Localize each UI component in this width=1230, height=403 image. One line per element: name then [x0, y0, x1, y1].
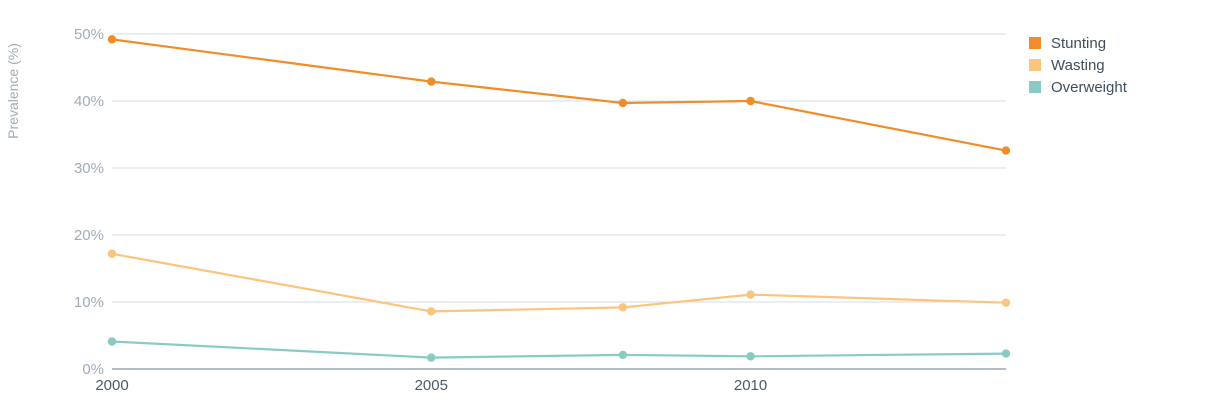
legend-item-wasting[interactable]: Wasting [1029, 57, 1105, 74]
legend-item-overweight[interactable]: Overweight [1029, 79, 1128, 96]
legend-swatch [1029, 37, 1041, 49]
y-tick-label: 0% [82, 361, 104, 378]
y-axis-ticks: 0% 10% 20% 30% 40% 50% [74, 26, 104, 378]
data-point-overweight[interactable] [1001, 349, 1011, 358]
gridlines [112, 33, 1006, 370]
series-overweight [107, 337, 1011, 362]
series-stunting [107, 35, 1011, 155]
data-point-wasting[interactable] [427, 307, 436, 316]
legend: Stunting Wasting Overweight [1029, 35, 1128, 96]
legend-swatch [1029, 81, 1041, 93]
data-point-stunting[interactable] [746, 96, 755, 106]
data-point-wasting[interactable] [746, 290, 755, 299]
y-tick-label: 10% [74, 294, 104, 311]
legend-swatch [1029, 59, 1041, 71]
series-line-wasting [110, 252, 1008, 313]
series-wasting [107, 249, 1011, 316]
data-point-wasting[interactable] [618, 303, 628, 312]
x-tick-label: 2000 [95, 377, 128, 394]
y-tick-label: 50% [74, 26, 104, 43]
data-point-overweight[interactable] [107, 337, 117, 346]
data-point-wasting[interactable] [107, 249, 117, 258]
legend-label: Stunting [1051, 35, 1106, 52]
x-axis-ticks: 2000 2005 2010 [95, 377, 767, 394]
legend-item-stunting[interactable]: Stunting [1029, 35, 1106, 52]
data-point-stunting[interactable] [618, 98, 628, 108]
data-point-stunting[interactable] [427, 77, 436, 86]
x-tick-label: 2005 [415, 377, 448, 394]
data-point-stunting[interactable] [107, 35, 117, 44]
y-tick-label: 30% [74, 160, 104, 177]
legend-label: Overweight [1051, 79, 1128, 96]
data-point-stunting[interactable] [1001, 146, 1011, 155]
y-axis-title: Prevalence (%) [5, 43, 21, 139]
y-tick-label: 40% [74, 93, 104, 110]
series-line-stunting [110, 38, 1008, 152]
data-point-overweight[interactable] [618, 350, 628, 360]
series-line-overweight [110, 340, 1008, 359]
x-tick-label: 2010 [734, 377, 767, 394]
legend-label: Wasting [1051, 57, 1105, 74]
series-lines [107, 35, 1011, 362]
y-tick-label: 20% [74, 227, 104, 244]
data-point-wasting[interactable] [1001, 298, 1011, 307]
data-point-overweight[interactable] [427, 353, 436, 362]
data-point-overweight[interactable] [746, 352, 755, 361]
